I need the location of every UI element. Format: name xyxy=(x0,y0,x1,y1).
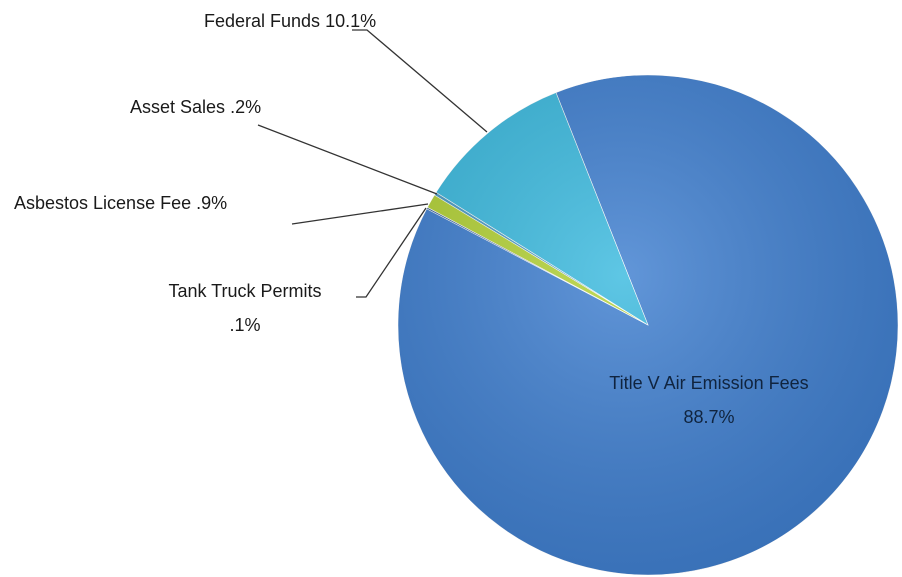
leader-line xyxy=(356,207,427,298)
value-label: .2% xyxy=(230,97,262,117)
leader-line xyxy=(291,203,429,225)
category-label: Asbestos License Fee xyxy=(14,193,192,213)
slice-label: Tank Truck Permits .1% xyxy=(130,274,360,342)
category-label: Asset Sales xyxy=(130,97,226,117)
value-label: .9% xyxy=(196,193,228,213)
slice-label: Title V Air Emission Fees 88.7% xyxy=(598,366,820,434)
category-label: Federal Funds xyxy=(204,11,321,31)
leader-line xyxy=(257,124,438,195)
category-label: Title V Air Emission Fees xyxy=(609,373,809,393)
value-label: 88.7% xyxy=(683,407,735,427)
slice-label: Asbestos License Fee .9% xyxy=(14,186,227,220)
value-label: .1% xyxy=(229,315,261,335)
slice-label: Asset Sales .2% xyxy=(130,90,261,124)
leader-line xyxy=(352,29,488,133)
category-label: Tank Truck Permits xyxy=(168,281,322,301)
slice-label: Federal Funds 10.1% xyxy=(204,4,376,38)
value-label: 10.1% xyxy=(325,11,377,31)
